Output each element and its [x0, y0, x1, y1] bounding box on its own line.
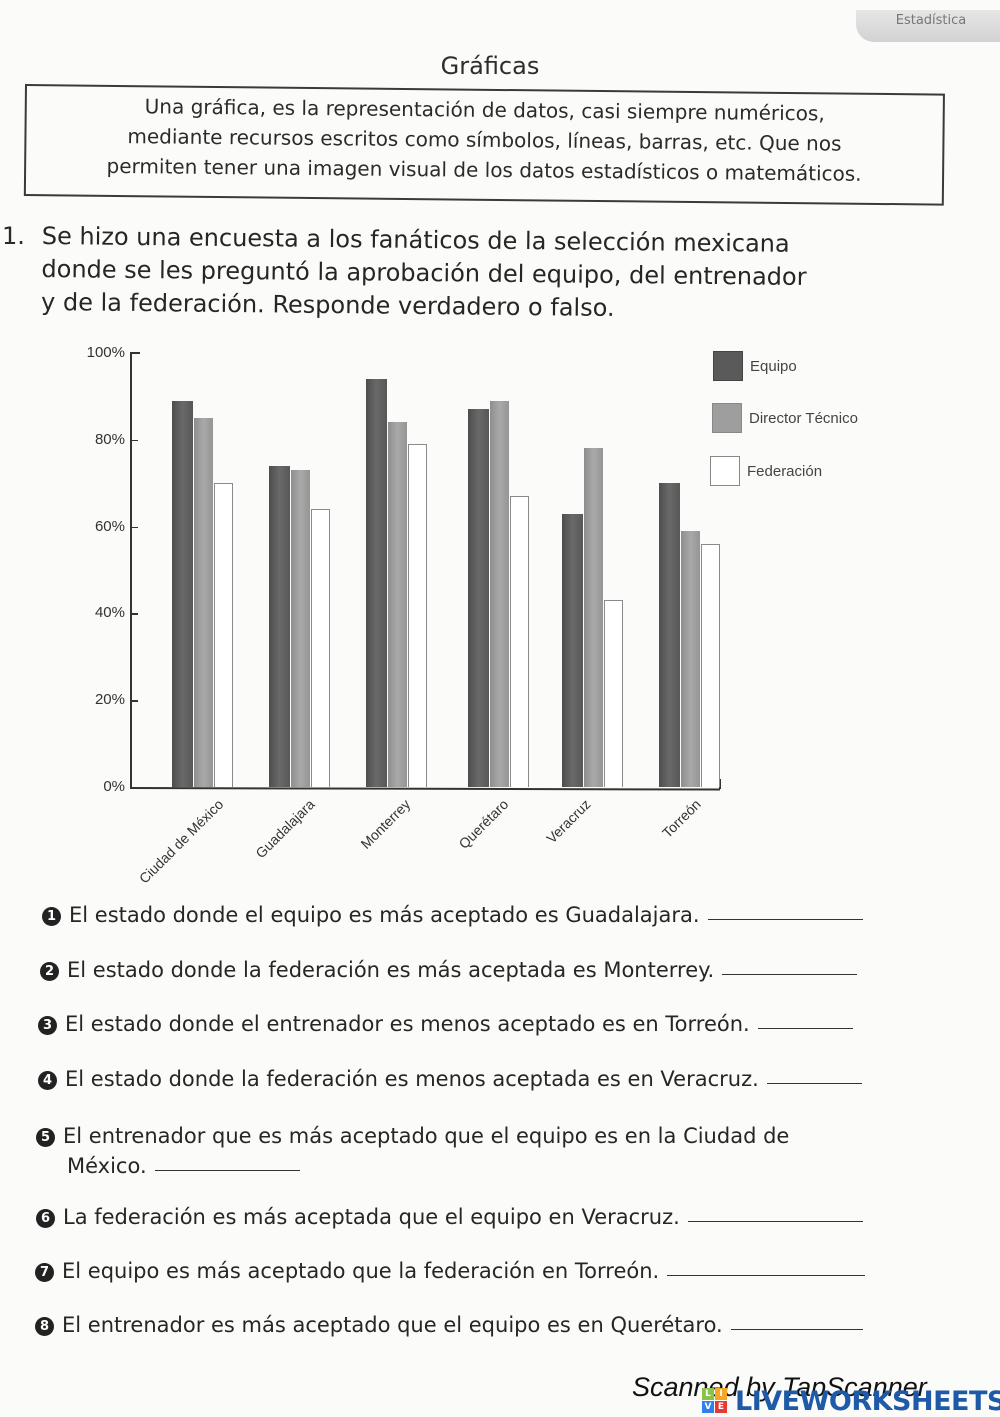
logo-letter: L: [702, 1388, 714, 1400]
x-axis: [129, 787, 720, 791]
x-tick-label: Monterrey: [357, 796, 414, 852]
statement-text: El estado donde la federación es más ace…: [67, 958, 715, 982]
statement-item: 2 El estado donde la federación es más ac…: [40, 958, 858, 982]
scanner-watermark: Scanned by TapScanner: [632, 1372, 927, 1402]
legend-label: Equipo: [750, 358, 797, 375]
bar-director-técnico: [584, 448, 603, 787]
statement-text: México.: [67, 1154, 147, 1178]
answer-blank[interactable]: [707, 918, 863, 920]
bar-director-técnico: [388, 422, 407, 787]
y-tick-label: 20%: [94, 691, 125, 709]
statement-text: El equipo es más aceptado que la federac…: [62, 1259, 660, 1283]
x-tick-label: Guadalajara: [252, 796, 318, 862]
liveworksheets-logo-icon: L I V E: [702, 1388, 728, 1414]
bar-equipo: [366, 379, 387, 787]
legend-label: Director Técnico: [749, 410, 858, 427]
statement-item: 7 El equipo es más aceptado que la federa…: [35, 1259, 866, 1283]
bar-equipo: [269, 465, 290, 787]
bar-federación: [701, 543, 720, 787]
statement-item: 4 El estado donde la federación es menos …: [38, 1067, 862, 1091]
number-bullet-icon: 3: [38, 1016, 57, 1035]
question-text: Se hizo una encuesta a los fanáticos de …: [41, 220, 942, 328]
y-axis-top-tick: [130, 352, 140, 354]
liveworksheets-watermark: LIVEWORKSHEETS: [735, 1386, 1000, 1417]
answer-blank[interactable]: [730, 1328, 863, 1330]
bar-director-técnico: [291, 470, 310, 787]
answer-blank[interactable]: [757, 1027, 853, 1029]
statement-item: 1 El estado donde el equipo es más acepta…: [42, 903, 863, 927]
y-tick-label: 40%: [94, 604, 125, 622]
number-bullet-icon: 8: [35, 1317, 54, 1336]
statement-item: 5 El entrenador que es más aceptado que e…: [36, 1121, 789, 1181]
bar-director-técnico: [681, 530, 700, 787]
statement-text: El entrenador que es más aceptado que el…: [63, 1124, 790, 1148]
statement-item: 6 La federación es más aceptada que el eq…: [36, 1205, 863, 1229]
number-bullet-icon: 2: [40, 962, 59, 981]
statement-text: El estado donde el equipo es más aceptad…: [69, 903, 700, 927]
y-axis: [130, 352, 132, 788]
bar-federación: [510, 496, 529, 787]
bar-federación: [214, 483, 233, 787]
answer-blank[interactable]: [154, 1169, 300, 1171]
bar-equipo: [172, 400, 193, 787]
bar-director-técnico: [490, 400, 509, 787]
statement-text: El estado donde la federación es menos a…: [65, 1067, 759, 1091]
logo-letter: V: [702, 1401, 714, 1413]
legend-label: Federación: [747, 463, 823, 480]
number-bullet-icon: 5: [36, 1128, 55, 1147]
x-tick-label: Ciudad de México: [135, 796, 227, 887]
number-bullet-icon: 6: [36, 1209, 55, 1228]
x-tick-label: Querétaro: [455, 796, 512, 852]
bar-equipo: [562, 513, 583, 787]
number-bullet-icon: 7: [35, 1263, 54, 1282]
section-tab: Estadística: [856, 10, 1000, 42]
question-number: 1.: [2, 222, 25, 250]
bar-equipo: [659, 483, 680, 787]
legend-swatch: [710, 456, 740, 486]
number-bullet-icon: 1: [42, 907, 61, 926]
page-title: Gráficas: [440, 52, 540, 80]
statement-item: 8 El entrenador es más aceptado que el eq…: [35, 1313, 863, 1337]
bar-federación: [408, 444, 427, 787]
statement-text: El entrenador es más aceptado que el equ…: [62, 1313, 723, 1337]
definition-box: Una gráfica, es la representación de dat…: [23, 84, 945, 206]
y-tick-mark: [130, 526, 138, 529]
statement-text: El estado donde el entrenador es menos a…: [65, 1012, 750, 1036]
answer-blank[interactable]: [687, 1220, 863, 1222]
y-tick-mark: [130, 439, 138, 442]
y-tick-mark: [130, 700, 138, 702]
y-tick-label: 100%: [86, 344, 125, 361]
statement-item: 3 El estado donde el entrenador es menos …: [38, 1012, 853, 1036]
y-tick-label: 80%: [94, 430, 125, 448]
bar-director-técnico: [194, 418, 213, 787]
answer-blank[interactable]: [667, 1274, 866, 1276]
x-tick-label: Veracruz: [542, 796, 594, 847]
answer-blank[interactable]: [766, 1082, 862, 1084]
statement-text: La federación es más aceptada que el equ…: [63, 1205, 680, 1229]
legend-swatch: [712, 403, 742, 433]
number-bullet-icon: 4: [38, 1071, 57, 1090]
bar-federación: [604, 600, 623, 787]
legend-swatch: [713, 351, 743, 381]
answer-blank[interactable]: [722, 973, 858, 975]
y-tick-label: 0%: [103, 778, 125, 795]
y-tick-mark: [130, 613, 138, 615]
x-tick-label: Torreón: [658, 796, 704, 841]
bar-federación: [311, 509, 330, 787]
y-tick-label: 60%: [94, 517, 125, 535]
logo-letter: I: [715, 1388, 727, 1400]
logo-letter: E: [715, 1401, 727, 1413]
bar-equipo: [468, 409, 489, 787]
